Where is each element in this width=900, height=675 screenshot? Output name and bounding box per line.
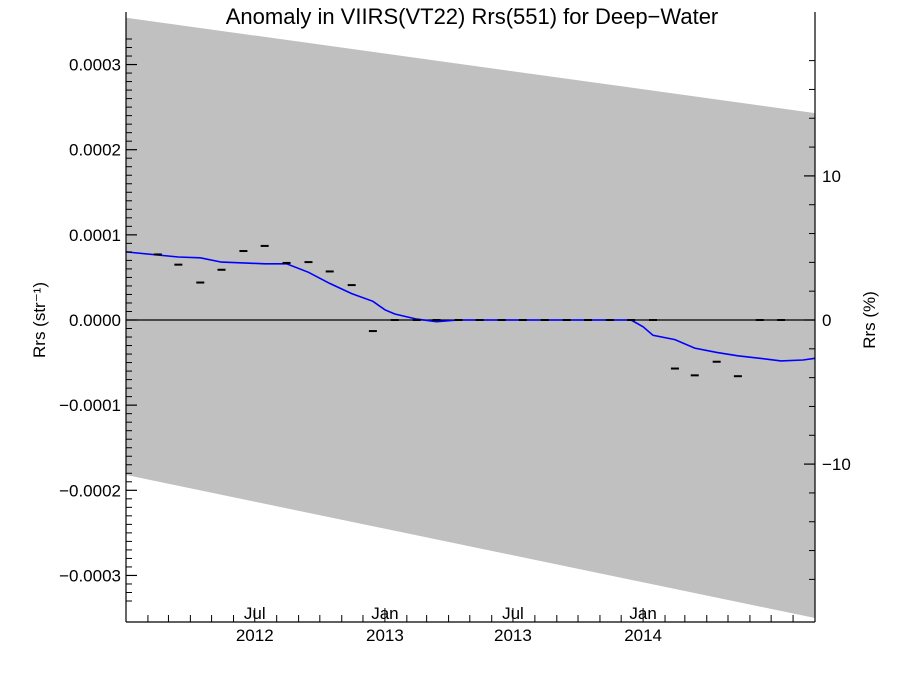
y-tick-label: 0.0001 (69, 226, 121, 245)
series-line (125, 251, 816, 362)
x-tick-year-label: 2013 (366, 626, 404, 645)
y-tick-label: −0.0001 (59, 396, 121, 415)
y2-tick-label: −10 (822, 455, 851, 474)
ticks-layer: 0.0003 0.0002 0.0001 0.0000 −0.0001 −0.0002 −0… (59, 38, 851, 645)
x-tick-year-label: 2012 (236, 626, 274, 645)
x-tick-month-label: Jul (502, 604, 524, 623)
y-tick-label: −0.0002 (59, 481, 121, 500)
y2-tick-label: 0 (822, 311, 831, 330)
y2-axis-label: Rrs (%) (860, 291, 879, 349)
uncertainty-band (126, 17, 815, 619)
chart-title: Anomaly in VIIRS(VT22) Rrs(551) for Deep… (226, 4, 719, 29)
x-tick-month-label: Jul (244, 604, 266, 623)
x-tick-month-label: Jan (371, 604, 398, 623)
y2-tick-label: 10 (822, 167, 841, 186)
y-tick-label: 0.0000 (69, 311, 121, 330)
y-tick-label: 0.0002 (69, 141, 121, 160)
x-tick-year-label: 2014 (624, 626, 662, 645)
x-tick-month-label: Jan (629, 604, 656, 623)
series-points-layer (153, 244, 786, 378)
y-tick-label: −0.0003 (59, 566, 121, 585)
y-axis-label: Rrs (str⁻¹) (30, 282, 49, 358)
labels-layer: Anomaly in VIIRS(VT22) Rrs(551) for Deep… (30, 4, 879, 358)
uncertainty-band-layer (126, 17, 815, 619)
y-tick-label: 0.0003 (69, 56, 121, 75)
axes-layer (125, 12, 816, 623)
x-tick-year-label: 2013 (494, 626, 532, 645)
series-line-layer (125, 251, 816, 362)
